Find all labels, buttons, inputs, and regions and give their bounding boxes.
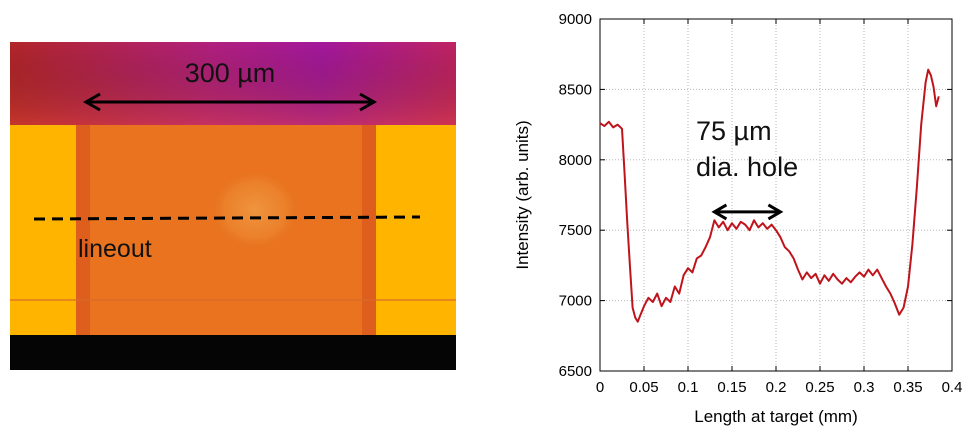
lineout-label: lineout — [78, 235, 152, 263]
y-tick-label: 9000 — [559, 11, 592, 28]
x-tick-label: 0.05 — [629, 379, 658, 396]
y-tick-label: 7500 — [559, 222, 592, 239]
x-tick-label: 0.2 — [766, 379, 787, 396]
lineout-line — [33, 215, 421, 221]
y-axis-label: Intensity (arb. units) — [513, 120, 532, 269]
y-tick-label: 6500 — [559, 363, 592, 380]
hole-arrow-head-right — [767, 203, 784, 221]
hole-glow — [210, 170, 300, 250]
y-tick-label: 8500 — [559, 81, 592, 98]
x-tick-label: 0.1 — [678, 379, 699, 396]
x-axis-label: Length at target (mm) — [694, 407, 857, 426]
hole-annotation-line1: 75 µm — [696, 116, 772, 146]
scale-arrow-head-left — [82, 92, 101, 112]
image-center-edge-left — [76, 125, 90, 335]
y-tick-label: 8000 — [559, 152, 592, 169]
plot-frame — [599, 18, 953, 372]
scale-label: 300 µm — [185, 58, 276, 88]
intensity-lineout-series — [599, 68, 940, 323]
scale-arrow-head-right — [359, 92, 378, 112]
x-tick-label: 0.3 — [854, 379, 875, 396]
x-tick-label: 0.4 — [942, 379, 963, 396]
hole-arrow-head-left — [711, 203, 728, 221]
image-bottom-region — [10, 335, 456, 370]
hole-annotation-line2: dia. hole — [696, 152, 798, 182]
x-tick-label: 0.35 — [893, 379, 922, 396]
x-tick-label: 0.15 — [717, 379, 746, 396]
y-tick-label: 7000 — [559, 293, 592, 310]
image-center-edge-right — [362, 125, 376, 335]
x-tick-label: 0 — [596, 379, 604, 396]
image-top-shade — [10, 42, 456, 125]
x-tick-label: 0.25 — [805, 379, 834, 396]
